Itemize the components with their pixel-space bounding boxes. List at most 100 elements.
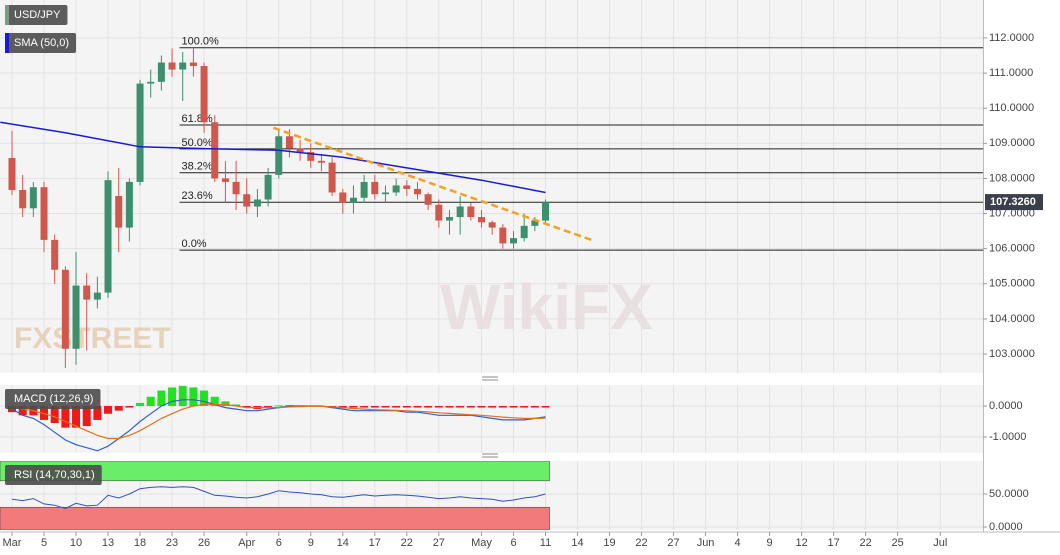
candle-body xyxy=(424,194,432,205)
fib-label: 0.0% xyxy=(182,238,207,250)
macd-histogram-bar xyxy=(520,406,529,408)
legend-swatch xyxy=(5,5,9,25)
macd-histogram-bar xyxy=(477,406,486,408)
y-tick-label: 112.0000 xyxy=(989,32,1034,44)
candle-body xyxy=(381,192,389,195)
fib-label: 100.0% xyxy=(182,36,220,48)
x-tick-label: 25 xyxy=(892,537,904,549)
candle-body xyxy=(200,66,208,123)
watermark: WikiFX xyxy=(440,271,653,343)
legend-tab xyxy=(5,33,77,53)
candle-body xyxy=(392,185,400,193)
candle-body xyxy=(253,199,261,207)
macd-histogram-bar xyxy=(178,385,187,407)
candle-body xyxy=(29,187,37,209)
candle-body xyxy=(93,292,101,300)
candle-body xyxy=(19,190,27,209)
candle-body xyxy=(61,269,69,349)
candle-body xyxy=(104,180,112,293)
candle-body xyxy=(115,195,123,228)
macd-histogram-bar xyxy=(168,387,177,407)
legend-label: MACD (12,26,9) xyxy=(14,393,93,405)
candle-body xyxy=(211,122,219,179)
legend-tab xyxy=(5,465,102,485)
rsi-line xyxy=(11,486,546,510)
macd-histogram-bar xyxy=(221,401,230,407)
candle-body xyxy=(168,62,176,70)
macd-histogram-bar xyxy=(338,406,347,408)
watermark: FXSTREET xyxy=(14,322,171,355)
legend-label: USD/JPY xyxy=(14,9,61,21)
macd-histogram-bar xyxy=(466,406,475,408)
x-tick-label: 6 xyxy=(510,537,516,549)
macd-histogram-bar xyxy=(40,406,49,420)
macd-histogram-bar xyxy=(82,406,91,427)
x-tick-label: 4 xyxy=(735,537,741,549)
candle-body xyxy=(360,181,368,198)
x-tick-label: 12 xyxy=(795,537,807,549)
macd-histogram-bar xyxy=(264,406,273,408)
macd-histogram-bar xyxy=(370,406,379,408)
x-tick-label: 23 xyxy=(166,537,178,549)
fib-label: 50.0% xyxy=(182,137,213,149)
trend-line xyxy=(272,126,592,242)
macd-histogram-bar xyxy=(200,390,209,407)
x-tick-label: 5 xyxy=(41,537,47,549)
candle-body xyxy=(317,160,325,163)
plot: FXSTREET WikiFX 100.0% 61.8% 50.0% 38.2% 23.6%… xyxy=(0,0,983,373)
legend-swatch xyxy=(5,33,9,53)
y-tick-label: 110.0000 xyxy=(989,102,1034,114)
candle-body xyxy=(371,181,379,195)
y-tick-label: 105.0000 xyxy=(989,278,1035,290)
macd-histogram-bar xyxy=(509,406,518,408)
fib-label: 38.2% xyxy=(182,161,213,173)
y-tick-label: 0.0000 xyxy=(989,400,1023,412)
candle-body xyxy=(477,217,485,223)
macd-histogram-bar xyxy=(498,406,507,408)
macd-histogram-bar xyxy=(402,406,411,408)
x-tick-label: May xyxy=(471,537,492,549)
legend-tab xyxy=(5,389,101,409)
macd-histogram-bar xyxy=(125,406,134,408)
candle-body xyxy=(339,192,347,204)
y-tick-label: 107.0000 xyxy=(989,207,1035,219)
candle-body xyxy=(307,152,315,161)
x-tick-label: 6 xyxy=(276,537,282,549)
candle-body xyxy=(435,204,443,221)
signal-line xyxy=(11,403,546,440)
candle-body xyxy=(531,220,539,226)
x-tick-label: 9 xyxy=(308,537,314,549)
y-tick-label: 108.0000 xyxy=(989,172,1035,184)
macd-histogram-bar xyxy=(349,406,358,408)
macd-histogram-bar xyxy=(93,406,102,420)
x-tick-label: Jun xyxy=(697,537,715,549)
candle-body xyxy=(189,62,197,67)
x-tick-label: 13 xyxy=(102,537,114,549)
candle-body xyxy=(467,206,475,218)
macd-histogram-bar xyxy=(488,406,497,408)
last-price-label: 107.3260 xyxy=(990,196,1036,208)
y-tick-label: 109.0000 xyxy=(989,137,1035,149)
candle-body xyxy=(456,206,464,218)
candle-body xyxy=(328,162,336,193)
x-tick-label: 22 xyxy=(860,537,872,549)
macd-histogram-bar xyxy=(72,406,81,428)
candle-body xyxy=(445,217,453,221)
sma-line xyxy=(0,121,546,194)
macd-histogram-bar xyxy=(157,390,166,407)
legend-label: SMA (50,0) xyxy=(14,37,69,49)
macd-histogram-bar xyxy=(424,406,433,408)
fib-label: 61.8% xyxy=(182,113,213,125)
x-tick-label: Apr xyxy=(238,537,255,549)
x-tick-label: 17 xyxy=(827,537,839,549)
last-price-box xyxy=(985,194,1043,211)
macd-histogram-bar xyxy=(232,404,241,407)
y-tick-label: 111.0000 xyxy=(989,67,1033,79)
macd-histogram-bar xyxy=(541,406,550,408)
candle-body xyxy=(296,148,304,153)
y-tick-label: -1.0000 xyxy=(989,431,1026,443)
x-tick-label: 26 xyxy=(198,537,210,549)
plot xyxy=(0,461,983,530)
candle-body xyxy=(542,202,550,221)
plot-area xyxy=(0,385,983,453)
